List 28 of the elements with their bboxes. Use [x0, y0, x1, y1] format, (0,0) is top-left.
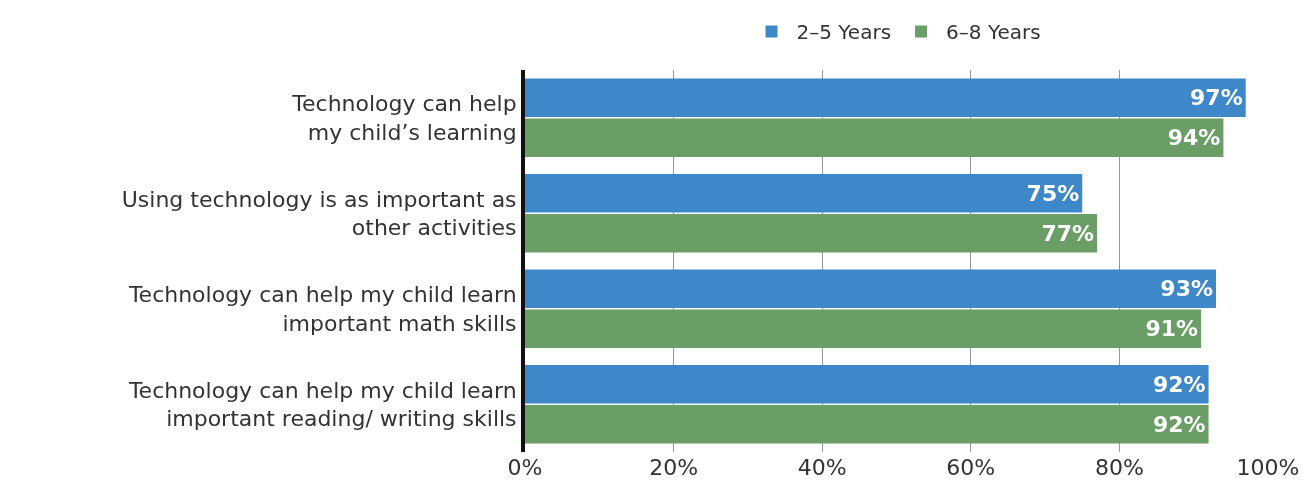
y-tick-label: Technology can help my child learn important math skills [127, 282, 517, 336]
data-label: 93% [1160, 276, 1213, 302]
x-tick-label: 20% [649, 455, 699, 480]
x-tick-label: 100% [1236, 455, 1300, 480]
bar [525, 118, 1224, 158]
legend-label: 2–5 Years [796, 20, 892, 45]
bar [525, 405, 1209, 444]
data-label: 75% [1026, 180, 1080, 206]
y-tick-label: Technology can help my child learn important reading/ writing skills [127, 377, 517, 432]
y-tick-label: Using technology is as important as other activities [121, 186, 517, 241]
data-label: 92% [1152, 411, 1206, 437]
data-label: 91% [1145, 316, 1199, 342]
bar [525, 214, 1098, 253]
x-tick-label: 0% [507, 455, 543, 480]
data-label: 94% [1167, 125, 1221, 151]
x-tick-label: 80% [1094, 455, 1144, 480]
bar [525, 364, 1209, 404]
bar [525, 173, 1083, 213]
bar [525, 78, 1246, 117]
x-tick-label: 40% [797, 455, 847, 480]
x-tick-label: 60% [946, 455, 996, 480]
data-label: 97% [1190, 85, 1243, 111]
bar [525, 309, 1202, 349]
data-label: 77% [1041, 220, 1095, 246]
y-tick-label: Technology can help my child’s learning [291, 91, 517, 145]
bar [525, 269, 1216, 308]
legend-label: 6–8 Years [946, 20, 1041, 45]
data-label: 92% [1152, 371, 1206, 397]
